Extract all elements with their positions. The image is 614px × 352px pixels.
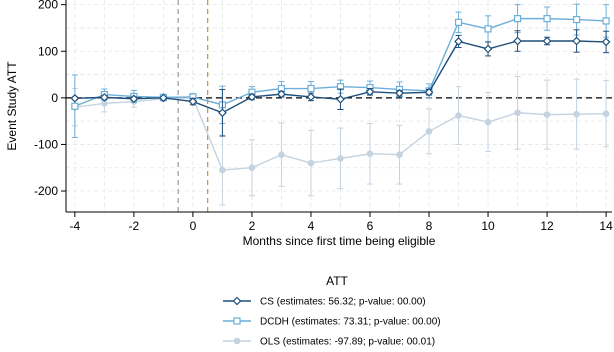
x-tick-label: 12 bbox=[540, 219, 554, 233]
legend-item-ols: OLS (estimates: -97.89; p-value: 00.01) bbox=[223, 337, 435, 348]
x-tick-label: 4 bbox=[308, 219, 315, 233]
data-point bbox=[602, 110, 610, 117]
reference-lines bbox=[66, 0, 612, 212]
data-point bbox=[337, 155, 344, 162]
data-point bbox=[307, 84, 315, 93]
x-tick-label: 14 bbox=[599, 219, 613, 233]
legend-label: OLS (estimates: -97.89; p-value: 00.01) bbox=[260, 337, 435, 348]
x-axis-title: Months since first time being eligible bbox=[243, 234, 436, 248]
legend-marker bbox=[232, 296, 242, 306]
legend-marker bbox=[233, 317, 241, 325]
data-point bbox=[543, 15, 551, 23]
y-tick-label: 0 bbox=[51, 91, 58, 105]
data-point bbox=[365, 87, 375, 97]
y-tick-label: -200 bbox=[34, 184, 58, 198]
grid-lines bbox=[66, 0, 612, 212]
data-point bbox=[572, 36, 581, 46]
data-point bbox=[543, 111, 551, 118]
data-point bbox=[602, 17, 610, 25]
data-point bbox=[454, 18, 463, 26]
y-tick-label: 100 bbox=[38, 44, 58, 58]
data-point bbox=[573, 110, 580, 118]
legend-label: CS (estimates: 56.32; p-value: 00.00) bbox=[260, 297, 426, 308]
x-tick-label: -2 bbox=[129, 219, 140, 233]
legend-label: DCDH (estimates: 73.31; p-value: 00.00) bbox=[260, 317, 441, 328]
data-point bbox=[396, 151, 403, 158]
x-tick-label: 10 bbox=[481, 219, 495, 233]
data-point bbox=[71, 102, 79, 110]
axes: -200 -100 0 100 200 -4 -2 0 2 4 6 8 10 12 14 bbox=[34, 0, 613, 233]
data-point bbox=[484, 25, 492, 33]
data-point bbox=[218, 108, 227, 118]
y-axis-title: Event Study ATT bbox=[5, 61, 19, 151]
x-tick-label: -4 bbox=[70, 219, 81, 233]
data-point bbox=[100, 93, 109, 102]
y-tick-label: -100 bbox=[34, 137, 58, 151]
data-point bbox=[513, 15, 522, 23]
data-point bbox=[513, 36, 522, 46]
data-point bbox=[336, 94, 345, 104]
data-point bbox=[484, 118, 492, 126]
data-point bbox=[188, 97, 198, 106]
series-ols bbox=[71, 75, 610, 206]
data-point bbox=[248, 164, 256, 172]
data-point bbox=[129, 94, 139, 104]
x-tick-label: 6 bbox=[367, 219, 374, 233]
data-point bbox=[542, 36, 552, 46]
y-tick-label: 200 bbox=[38, 0, 58, 12]
data-point bbox=[514, 109, 521, 117]
data-point bbox=[601, 37, 611, 47]
data-point bbox=[159, 93, 168, 103]
legend-title: ATT bbox=[326, 274, 348, 288]
data-point bbox=[247, 92, 257, 102]
x-tick-label: 2 bbox=[249, 219, 256, 233]
legend-item-dcdh: DCDH (estimates: 73.31; p-value: 00.00) bbox=[223, 317, 441, 328]
data-point bbox=[366, 150, 374, 158]
x-tick-label: 8 bbox=[426, 219, 433, 233]
data-point bbox=[572, 15, 581, 24]
data-point bbox=[425, 128, 433, 135]
data-point bbox=[483, 44, 493, 54]
data-point bbox=[219, 166, 226, 174]
data-point bbox=[277, 89, 286, 99]
data-point bbox=[307, 159, 315, 167]
legend: ATT CS (estimates: 56.32; p-value: 00.00… bbox=[223, 274, 441, 348]
data-point bbox=[306, 92, 316, 102]
series-cs bbox=[70, 29, 611, 137]
data-point bbox=[278, 151, 285, 158]
legend-marker bbox=[233, 337, 241, 345]
x-tick-label: 0 bbox=[190, 219, 197, 233]
data-point bbox=[395, 88, 404, 98]
data-point bbox=[70, 93, 80, 103]
legend-item-cs: CS (estimates: 56.32; p-value: 00.00) bbox=[223, 297, 426, 308]
series-layer bbox=[70, 3, 611, 206]
data-point bbox=[455, 112, 462, 119]
data-point bbox=[454, 37, 463, 46]
data-point bbox=[424, 87, 434, 97]
